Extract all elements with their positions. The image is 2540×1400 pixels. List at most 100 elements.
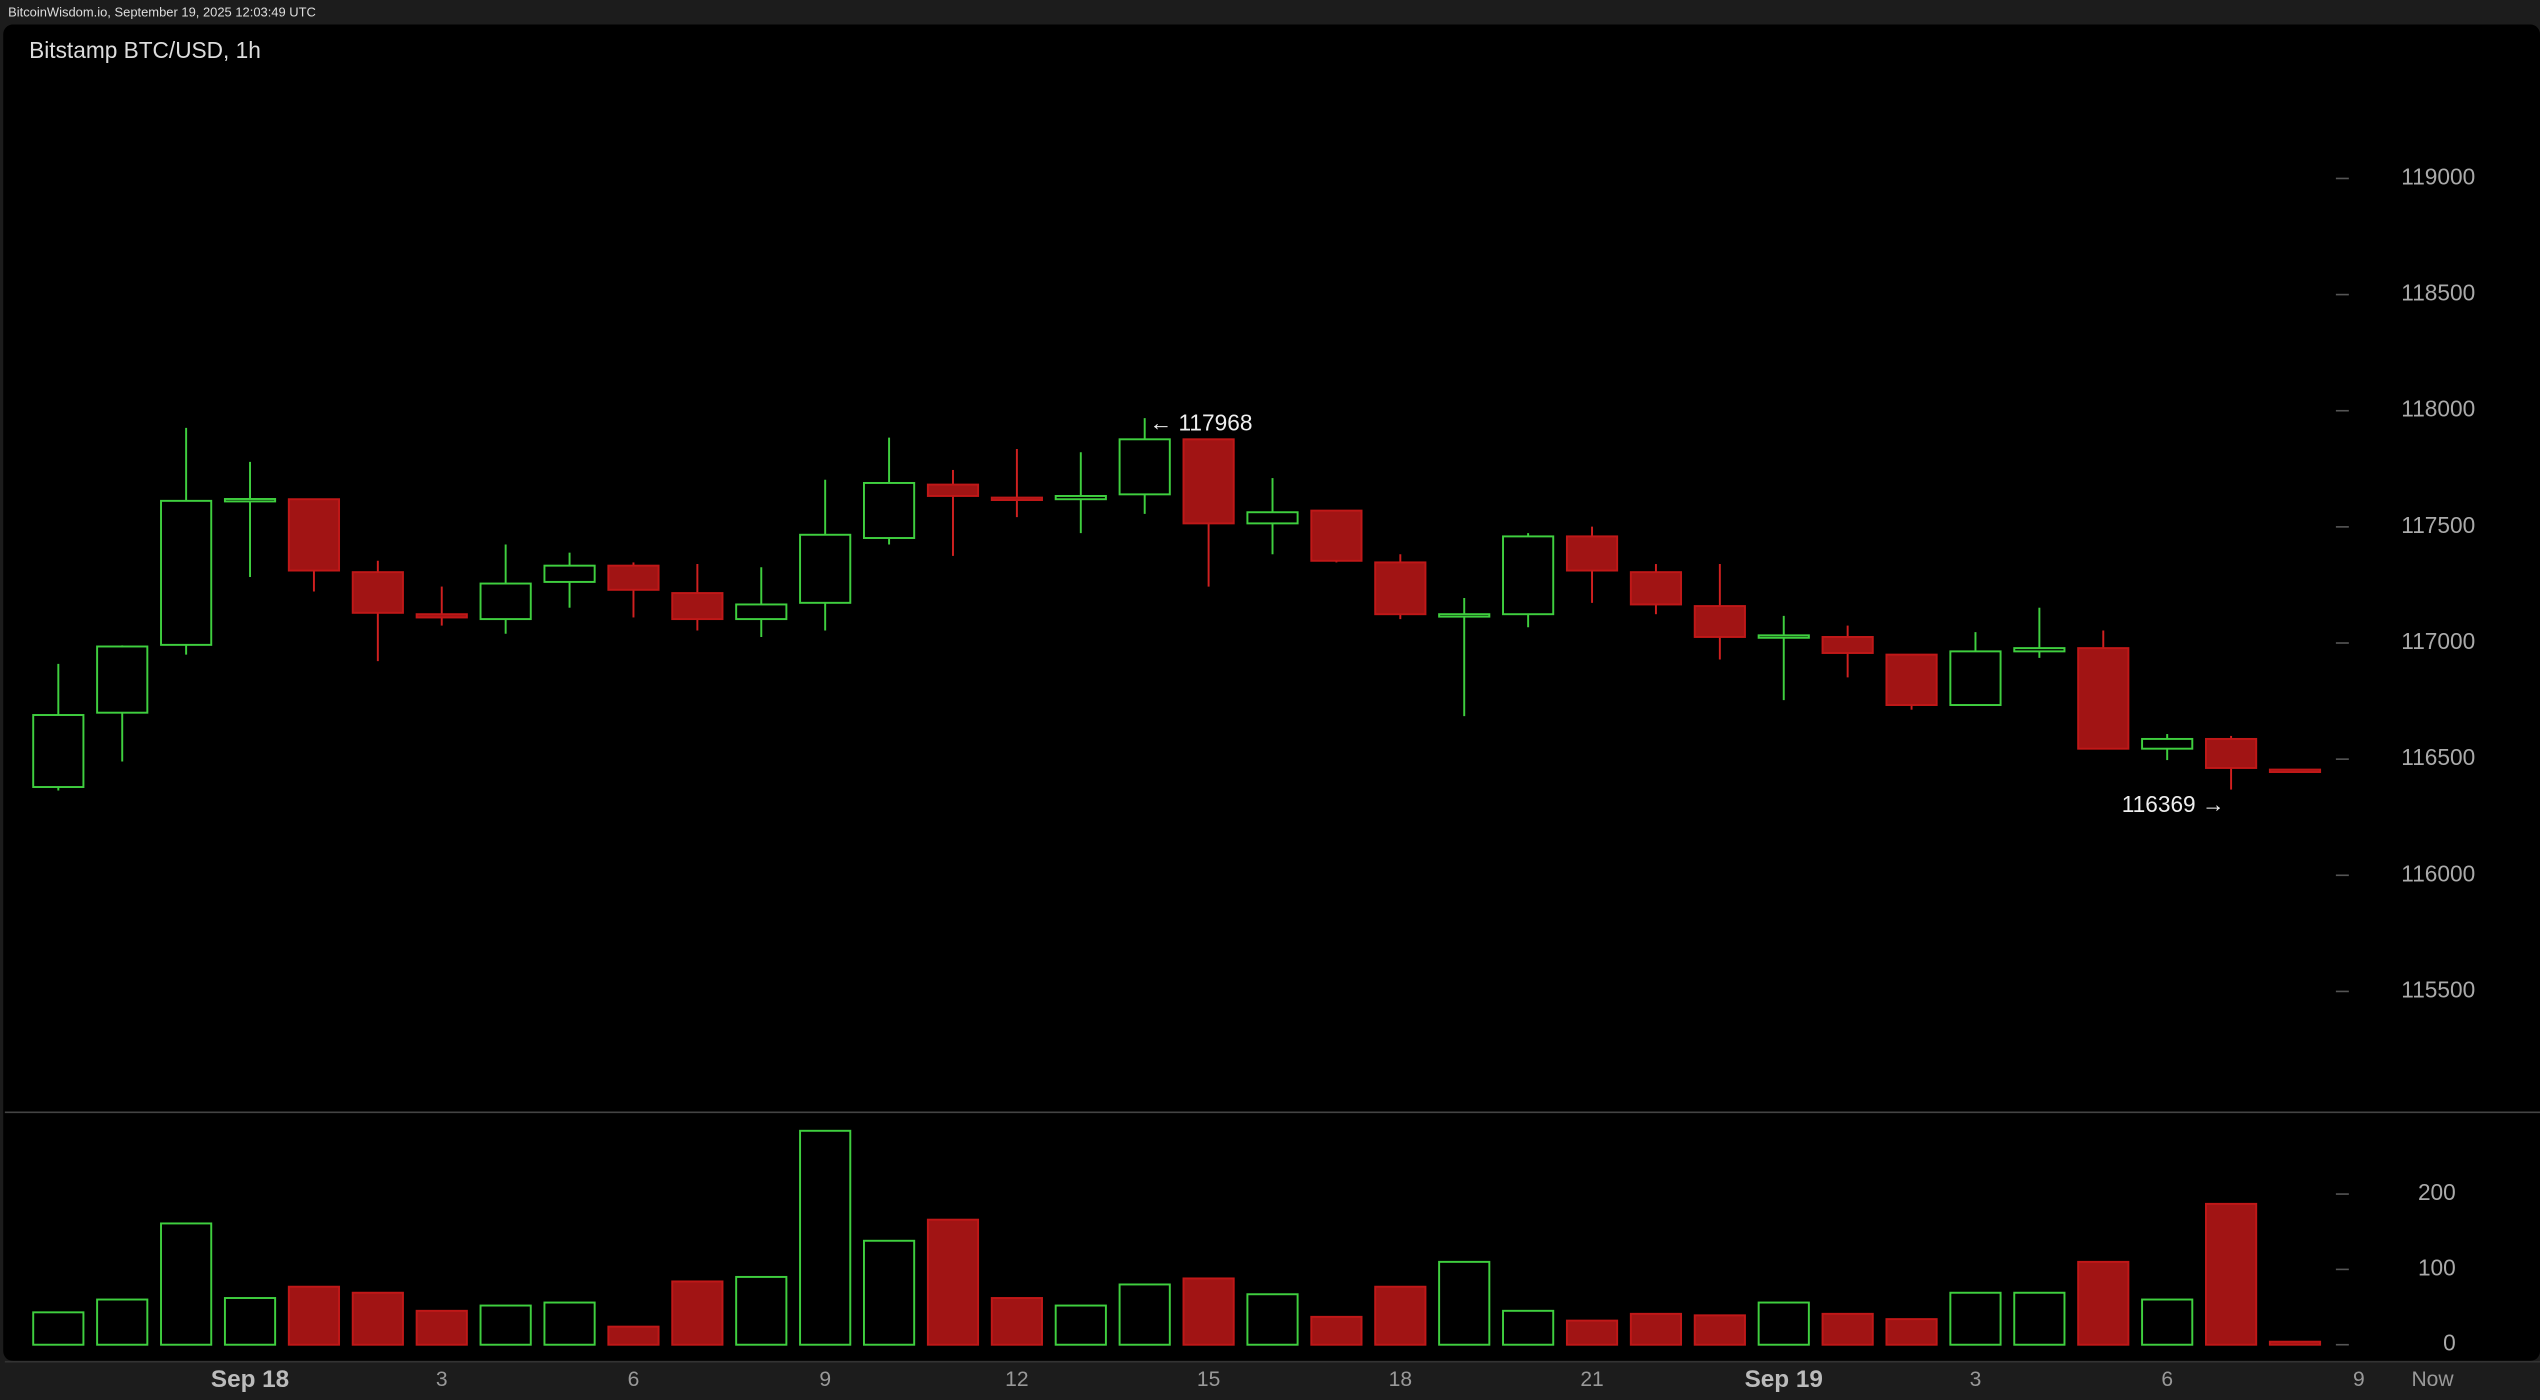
candle-body [2268, 768, 2322, 774]
volume-bar [351, 1291, 404, 1346]
y-tick-label: 117000 [2401, 628, 2475, 654]
volume-bar [2205, 1202, 2258, 1346]
candle-body [1502, 535, 1555, 616]
volume-bar [926, 1218, 980, 1346]
volume-bar [1182, 1277, 1235, 1346]
volume-bar [543, 1301, 596, 1346]
x-tick-label: 9 [819, 1368, 831, 1391]
chart-title: Bitstamp BTC/USD, 1h [29, 37, 261, 63]
y-tick-label: 118500 [2401, 280, 2475, 306]
candle-body [287, 498, 341, 572]
candle-body [2077, 647, 2130, 750]
header: BitcoinWisdom.io, September 19, 2025 12:… [8, 5, 316, 20]
volume-tick-label: 100 [2418, 1254, 2456, 1280]
volume-bar [1246, 1293, 1299, 1346]
x-tick-label: 21 [1580, 1368, 1603, 1391]
candle-body [2141, 737, 2194, 750]
x-extra-label: Now [2411, 1368, 2454, 1391]
volume-bar [1885, 1318, 1938, 1346]
y-tick-label: 119000 [2401, 163, 2475, 189]
volume-bar [1693, 1314, 1746, 1346]
volume-tick-label: 200 [2418, 1179, 2456, 1205]
candle-body [863, 481, 916, 539]
y-tick-label: 116000 [2401, 860, 2475, 886]
candle-body [2013, 647, 2066, 653]
candle-body [1757, 634, 1810, 639]
candle-body [1693, 605, 1746, 638]
x-tick-label: 15 [1197, 1368, 1220, 1391]
volume-bar [1054, 1304, 1107, 1346]
candle-body [671, 592, 724, 621]
candle-body [926, 483, 980, 497]
volume-bar [32, 1311, 85, 1346]
volume-bar [415, 1309, 468, 1346]
volume-bar [1629, 1312, 1683, 1346]
candle-body [543, 564, 596, 583]
volume-bar [735, 1275, 788, 1346]
volume-bar [799, 1129, 852, 1346]
y-tick-label: 118000 [2401, 396, 2475, 422]
volume-bar [2077, 1260, 2130, 1346]
x-tick-label: 3 [436, 1368, 448, 1391]
x-extra-label: 9 [2353, 1368, 2365, 1391]
annotation: 116369 → [2122, 791, 2225, 817]
x-tick-label: 12 [1005, 1368, 1028, 1391]
volume-bar [479, 1304, 532, 1346]
candle-body [1949, 650, 2002, 706]
volume-bar [160, 1222, 213, 1346]
volume-bar [287, 1285, 341, 1346]
x-tick-label: 6 [2161, 1368, 2173, 1391]
candle-body [607, 564, 660, 591]
annotation: ← 117968 [1150, 410, 1253, 436]
y-tick-label: 117500 [2401, 512, 2475, 538]
candle-body [479, 582, 532, 621]
x-tick-label: 3 [1970, 1368, 1982, 1391]
volume-bar [2013, 1291, 2066, 1346]
candle-body [1054, 495, 1107, 501]
volume-bar [1565, 1319, 1619, 1346]
candle-body [799, 533, 852, 604]
candle-body [735, 603, 788, 621]
volume-bar [223, 1297, 277, 1346]
volume-bar [1118, 1283, 1171, 1346]
volume-bar [1438, 1260, 1491, 1346]
x-tick-label: 18 [1389, 1368, 1412, 1391]
volume-bar [96, 1298, 149, 1346]
volume-bar [607, 1325, 660, 1346]
chart-panel [3, 24, 2540, 1361]
volume-tick-label: 0 [2443, 1330, 2456, 1356]
candle-body [32, 714, 85, 788]
volume-bar [863, 1239, 916, 1346]
volume-bar [1310, 1315, 1363, 1346]
candle-body [96, 645, 149, 714]
volume-bar [990, 1297, 1043, 1346]
volume-bar [1502, 1309, 1555, 1346]
volume-bar [1821, 1312, 1874, 1346]
candle-body [1246, 511, 1299, 525]
volume-bar [2268, 1340, 2322, 1346]
candle-body [351, 571, 404, 614]
y-tick-label: 116500 [2401, 744, 2475, 770]
volume-bar [1757, 1301, 1810, 1346]
candle-body [1565, 535, 1619, 572]
candle-body [1118, 438, 1171, 496]
volume-bar [2141, 1298, 2194, 1346]
candle-body [415, 613, 468, 619]
candle-body [160, 499, 213, 646]
candle-body [1885, 653, 1938, 706]
candle-body [990, 496, 1043, 502]
x-tick-label: Sep 18 [211, 1366, 289, 1393]
volume-bar [1374, 1285, 1427, 1346]
candle-body [1182, 438, 1235, 525]
candle-body [1374, 561, 1427, 616]
candle-body [1438, 613, 1491, 618]
candle-body [1310, 509, 1363, 562]
candle-body [1821, 635, 1874, 654]
volume-bar [1949, 1291, 2002, 1346]
x-tick-label: 6 [628, 1368, 640, 1391]
x-tick-label: Sep 19 [1745, 1366, 1823, 1393]
volume-bar [671, 1280, 724, 1346]
candle-body [223, 498, 277, 503]
